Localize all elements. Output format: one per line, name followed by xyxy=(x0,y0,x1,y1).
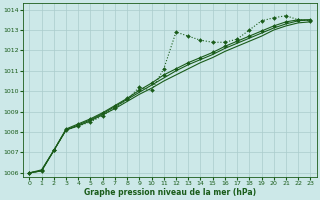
X-axis label: Graphe pression niveau de la mer (hPa): Graphe pression niveau de la mer (hPa) xyxy=(84,188,256,197)
